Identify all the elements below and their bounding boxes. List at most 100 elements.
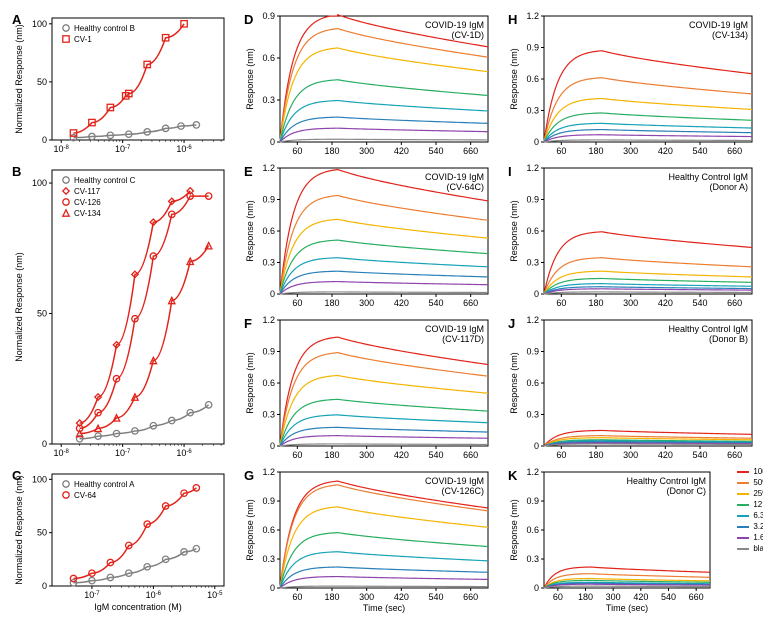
svg-text:180: 180	[578, 592, 593, 602]
panel-K: 00.30.60.91.260180300420540660Response (…	[506, 466, 758, 614]
svg-text:60: 60	[556, 450, 566, 460]
panel-G: 00.30.60.91.260180300420540660Response (…	[242, 466, 494, 614]
svg-text:0.3: 0.3	[526, 106, 539, 116]
svg-text:10-8: 10-8	[54, 144, 70, 154]
svg-text:660: 660	[727, 450, 742, 460]
svg-text:10-7: 10-7	[115, 144, 131, 154]
svg-text:0.3: 0.3	[262, 95, 275, 105]
panel-label: I	[508, 164, 512, 179]
svg-text:540: 540	[428, 592, 443, 602]
svg-text:50: 50	[37, 528, 47, 538]
svg-text:0.6: 0.6	[526, 525, 539, 535]
svg-text:10-8: 10-8	[54, 448, 70, 458]
svg-text:540: 540	[692, 146, 707, 156]
svg-text:0: 0	[534, 289, 539, 299]
svg-text:1.2: 1.2	[262, 315, 275, 325]
svg-text:(Donor B): (Donor B)	[709, 334, 748, 344]
svg-text:0: 0	[270, 441, 275, 451]
svg-text:0: 0	[42, 135, 47, 145]
svg-text:Normalized Response (nm): Normalized Response (nm)	[14, 475, 24, 585]
svg-text:660: 660	[689, 592, 704, 602]
svg-text:300: 300	[623, 146, 638, 156]
svg-text:0: 0	[42, 581, 47, 591]
svg-text:0: 0	[42, 439, 47, 449]
svg-text:540: 540	[428, 298, 443, 308]
svg-text:0.6: 0.6	[262, 226, 275, 236]
panel-label: D	[244, 12, 253, 27]
panel-A: 05010010-810-710-6Normalized Response (n…	[10, 10, 230, 158]
svg-text:0.3: 0.3	[262, 410, 275, 420]
svg-text:540: 540	[661, 592, 676, 602]
svg-text:180: 180	[324, 146, 339, 156]
svg-text:Healthy Control IgM: Healthy Control IgM	[668, 172, 748, 182]
svg-text:300: 300	[623, 450, 638, 460]
svg-text:1.2: 1.2	[526, 467, 539, 477]
svg-text:420: 420	[394, 298, 409, 308]
svg-text:10-6: 10-6	[146, 590, 162, 600]
svg-text:180: 180	[324, 298, 339, 308]
svg-text:10-7: 10-7	[115, 448, 131, 458]
panel-D: 00.30.60.960180300420540660Response (nm)…	[242, 10, 494, 158]
svg-text:10-6: 10-6	[176, 448, 192, 458]
svg-text:660: 660	[727, 298, 742, 308]
svg-text:180: 180	[588, 146, 603, 156]
svg-text:420: 420	[658, 146, 673, 156]
svg-text:0.3: 0.3	[526, 258, 539, 268]
svg-text:Response (nm): Response (nm)	[245, 352, 255, 414]
svg-text:Response (nm): Response (nm)	[245, 200, 255, 262]
svg-text:180: 180	[324, 450, 339, 460]
svg-text:Response (nm): Response (nm)	[245, 48, 255, 110]
svg-text:180: 180	[324, 592, 339, 602]
svg-text:60: 60	[556, 298, 566, 308]
svg-text:540: 540	[428, 146, 443, 156]
svg-text:660: 660	[727, 146, 742, 156]
panel-F: 00.30.60.91.260180300420540660Response (…	[242, 314, 494, 462]
svg-text:(Donor A): (Donor A)	[709, 182, 748, 192]
svg-text:660: 660	[463, 592, 478, 602]
svg-text:660: 660	[463, 146, 478, 156]
panel-I: 00.30.60.91.260180300420540660Response (…	[506, 162, 758, 310]
svg-text:60: 60	[292, 592, 302, 602]
svg-text:420: 420	[658, 298, 673, 308]
svg-text:Response (nm): Response (nm)	[509, 499, 519, 561]
svg-text:CV-126: CV-126	[74, 198, 101, 207]
svg-text:1.2: 1.2	[262, 467, 275, 477]
svg-text:(Donor C): (Donor C)	[666, 486, 706, 496]
svg-text:0.3: 0.3	[526, 554, 539, 564]
svg-text:300: 300	[359, 146, 374, 156]
svg-text:(CV-1D): (CV-1D)	[451, 30, 484, 40]
svg-text:Response (nm): Response (nm)	[509, 200, 519, 262]
svg-text:CV-64: CV-64	[74, 491, 97, 500]
svg-text:CV-117: CV-117	[74, 187, 101, 196]
svg-text:0.6: 0.6	[262, 378, 275, 388]
svg-text:420: 420	[394, 450, 409, 460]
svg-text:540: 540	[692, 298, 707, 308]
panel-C: 05010010-710-610-5Normalized Response (n…	[10, 466, 230, 614]
panel-label: A	[12, 12, 21, 27]
panel-label: H	[508, 12, 517, 27]
svg-text:COVID-19 IgM: COVID-19 IgM	[425, 20, 484, 30]
svg-text:0.9: 0.9	[262, 195, 275, 205]
svg-text:0: 0	[534, 441, 539, 451]
svg-text:420: 420	[633, 592, 648, 602]
svg-text:660: 660	[463, 450, 478, 460]
svg-text:0.3: 0.3	[262, 258, 275, 268]
svg-text:0.9: 0.9	[526, 195, 539, 205]
svg-text:0: 0	[534, 137, 539, 147]
svg-text:COVID-19 IgM: COVID-19 IgM	[689, 20, 748, 30]
svg-text:180: 180	[588, 450, 603, 460]
svg-text:1.2: 1.2	[262, 163, 275, 173]
svg-text:Normalized Response (nm): Normalized Response (nm)	[14, 252, 24, 362]
svg-text:50: 50	[37, 309, 47, 319]
svg-text:300: 300	[623, 298, 638, 308]
svg-text:Time (sec): Time (sec)	[363, 603, 405, 613]
svg-text:180: 180	[588, 298, 603, 308]
svg-text:660: 660	[463, 298, 478, 308]
svg-text:Healthy Control IgM: Healthy Control IgM	[626, 476, 706, 486]
svg-text:60: 60	[553, 592, 563, 602]
svg-text:COVID-19 IgM: COVID-19 IgM	[425, 476, 484, 486]
panel-J: 00.30.60.91.260180300420540660Response (…	[506, 314, 758, 462]
svg-text:0: 0	[534, 583, 539, 593]
svg-text:10-5: 10-5	[207, 590, 223, 600]
svg-text:1.2: 1.2	[526, 11, 539, 21]
